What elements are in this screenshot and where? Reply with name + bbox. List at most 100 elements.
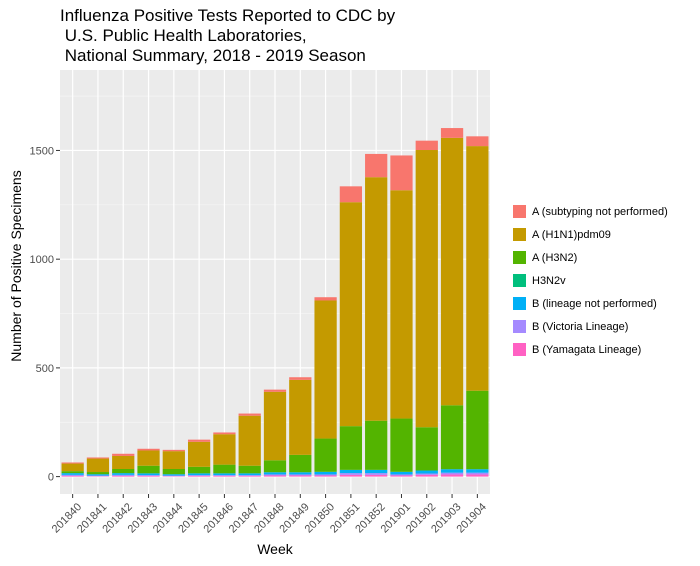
bar-segment [289, 474, 312, 476]
bar-segment [440, 137, 464, 406]
legend-item: B (Victoria Lineage) [511, 315, 668, 338]
bar-segment [187, 466, 211, 474]
bar-segment [263, 474, 287, 476]
bar-segment [213, 475, 236, 477]
legend-item: A (H3N2) [511, 246, 668, 269]
y-tick-label: 1000 [30, 254, 54, 266]
bar-segment [339, 474, 363, 477]
y-tick-label: 500 [36, 363, 54, 375]
legend-item: A (H1N1)pdm09 [511, 223, 668, 246]
bar-segment [466, 390, 489, 470]
bar-segment [238, 465, 261, 474]
legend-label: B (lineage not performed) [532, 297, 657, 310]
bar-segment [390, 474, 413, 476]
bar-segment [187, 475, 211, 476]
bar-segment [289, 475, 312, 477]
bar-segment [390, 155, 413, 191]
x-axis-title: Week [257, 541, 293, 557]
legend-item: B (Yamagata Lineage) [511, 338, 668, 361]
bar-segment [61, 475, 84, 477]
bar-segment [289, 472, 312, 475]
bar-segment [162, 468, 185, 475]
bar-segment [213, 475, 236, 476]
y-axis-title: Number of Positive Specimens [8, 170, 24, 362]
bar-segment [162, 474, 185, 476]
bar-segment [213, 434, 236, 465]
bar-segment [162, 451, 185, 469]
bar-segment [187, 473, 211, 476]
bar-segment [339, 426, 363, 470]
legend-swatch [511, 295, 528, 312]
legend-swatch [511, 318, 528, 335]
bar-segment [390, 190, 413, 419]
bar-stacks [61, 128, 489, 477]
legend-label: H3N2v [532, 274, 566, 287]
legend-item: B (lineage not performed) [511, 292, 668, 315]
bar-segment [61, 463, 84, 472]
bar-segment [365, 153, 388, 178]
bar-segment [112, 453, 135, 456]
legend-label: A (subtyping not performed) [532, 205, 668, 218]
y-axis: 0 500 1000 1500 [30, 145, 60, 484]
bar-segment [466, 469, 489, 473]
legend-label: A (H1N1)pdm09 [532, 228, 611, 241]
bar-segment [61, 462, 84, 464]
bar-segment [238, 415, 261, 466]
legend-swatch [511, 249, 528, 266]
bar-segment [466, 472, 489, 475]
bar-segment [365, 473, 388, 475]
bar-segment [339, 473, 363, 475]
bar-segment [365, 469, 388, 474]
legend-item: H3N2v [511, 269, 668, 292]
bar-segment [213, 464, 236, 474]
legend-label: A (H3N2) [532, 251, 578, 264]
bar-segment [112, 473, 135, 475]
bar-segment [187, 439, 211, 442]
y-tick-label: 1500 [30, 145, 54, 157]
bar-segment [440, 474, 464, 477]
bar-segment [390, 418, 413, 472]
bar-segment [415, 140, 438, 151]
bar-segment [238, 473, 261, 476]
bar-segment [86, 472, 110, 475]
bar-segment [137, 475, 160, 477]
bar-segment [61, 474, 84, 476]
bar-segment [415, 427, 438, 471]
legend-swatch [511, 226, 528, 243]
bar-segment [415, 474, 438, 477]
bar-segment [314, 297, 337, 301]
bar-segment [238, 413, 261, 416]
bar-segment [466, 146, 489, 391]
bar-segment [289, 377, 312, 380]
bar-segment [466, 474, 489, 477]
bar-segment [61, 473, 84, 475]
bar-segment [86, 474, 110, 476]
bar-segment [339, 202, 363, 427]
bar-segment [314, 300, 337, 439]
bar-segment [314, 475, 337, 477]
bar-segment [440, 469, 464, 473]
bar-segment [263, 472, 287, 475]
bar-segment [162, 449, 185, 452]
bar-segment [137, 473, 160, 476]
bar-segment [415, 150, 438, 428]
bar-segment [289, 379, 312, 455]
bar-segment [263, 391, 287, 461]
legend-item: A (subtyping not performed) [511, 200, 668, 223]
legend-label: B (Victoria Lineage) [532, 320, 629, 333]
bar-segment [440, 472, 464, 475]
legend: A (subtyping not performed) A (H1N1)pdm09… [511, 200, 668, 361]
bar-segment [187, 475, 211, 477]
bar-segment [466, 136, 489, 147]
bar-segment [187, 441, 211, 467]
bar-segment [213, 473, 236, 476]
bar-segment [339, 186, 363, 203]
bar-segment [86, 475, 110, 477]
bar-segment [365, 474, 388, 477]
chart-title: Influenza Positive Tests Reported to CDC… [60, 6, 396, 65]
bar-segment [390, 471, 413, 475]
bar-segment [263, 389, 287, 392]
bar-segment [440, 128, 464, 138]
bar-segment [238, 475, 261, 476]
